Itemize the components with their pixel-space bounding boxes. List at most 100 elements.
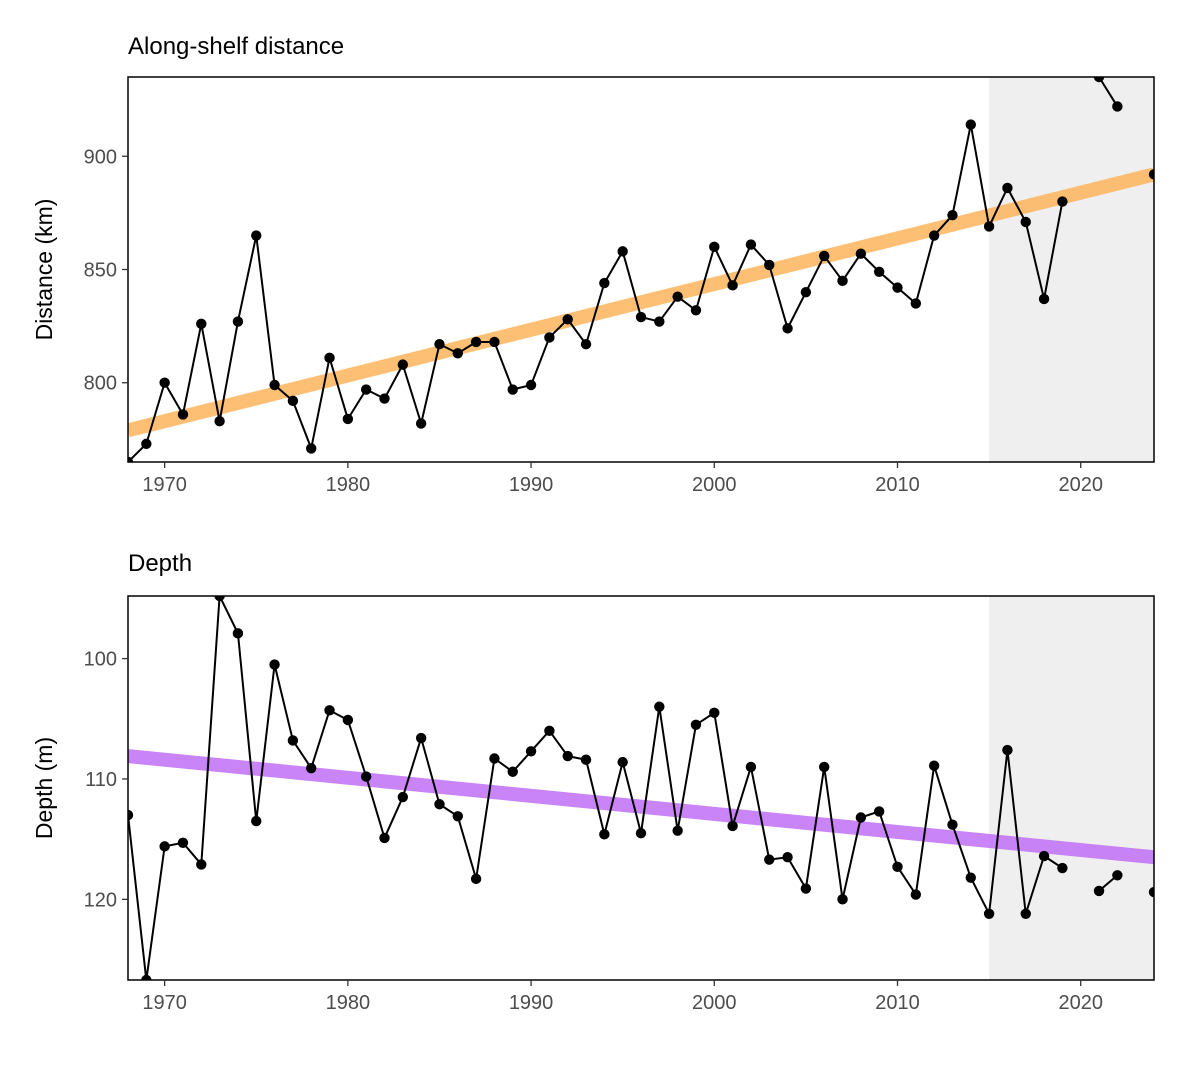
- distance-point: [379, 393, 390, 404]
- distance-point: [470, 336, 482, 348]
- depth-x-tick-label: 2010: [875, 992, 920, 1014]
- depth-point: [928, 760, 940, 771]
- distance-point: [452, 348, 463, 359]
- distance-point: [947, 209, 958, 221]
- depth-point: [452, 811, 463, 822]
- depth-point: [360, 771, 372, 782]
- depth-y-tick-label: 100: [84, 649, 117, 671]
- depth-point: [1093, 885, 1105, 897]
- depth-point: [342, 714, 354, 726]
- distance-point: [764, 259, 775, 271]
- depth-x-tick-label: 1990: [509, 992, 554, 1014]
- distance-point: [525, 379, 537, 391]
- depth-y-axis-label: Depth (m): [31, 737, 57, 839]
- depth-point: [232, 628, 244, 639]
- distance-point: [837, 275, 848, 287]
- distance-point: [910, 298, 922, 309]
- distance-point: [128, 456, 134, 462]
- depth-point: [397, 791, 409, 803]
- depth-point: [324, 705, 335, 716]
- distance-point: [489, 336, 500, 348]
- distance-point: [672, 291, 683, 302]
- distance-point: [196, 318, 207, 330]
- depth-point: [727, 820, 738, 832]
- distance-y-tick-label: 900: [84, 146, 117, 168]
- depth-point: [525, 746, 537, 757]
- depth-point: [379, 832, 390, 844]
- distance-point: [599, 277, 610, 289]
- depth-point: [269, 659, 280, 670]
- depth-point: [159, 841, 170, 852]
- depth-x-tick-label: 1980: [326, 992, 371, 1014]
- depth-x-tick-label: 1970: [142, 992, 187, 1014]
- depth-point: [635, 827, 647, 839]
- distance-point: [287, 395, 299, 407]
- depth-point: [764, 854, 775, 865]
- depth-point: [507, 766, 518, 777]
- distance-point: [928, 230, 940, 241]
- depth-point: [873, 806, 885, 817]
- depth-point: [1148, 886, 1154, 898]
- distance-x-tick-label: 2020: [1058, 474, 1103, 496]
- depth-point: [287, 735, 299, 746]
- distance-point: [507, 384, 518, 395]
- distance-x-tick-label: 1990: [509, 474, 554, 496]
- depth-point: [141, 974, 152, 980]
- depth-x-tick-label: 2000: [692, 992, 737, 1014]
- distance-point: [1038, 293, 1050, 305]
- distance-point: [324, 352, 335, 364]
- depth-point: [855, 812, 867, 823]
- depth-point: [1112, 870, 1123, 881]
- distance-point: [544, 332, 555, 343]
- distance-point: [342, 413, 354, 425]
- depth-point: [177, 837, 189, 848]
- depth-point: [800, 883, 812, 894]
- distance-point: [397, 359, 409, 370]
- distance-point: [251, 230, 262, 241]
- depth-point: [709, 707, 720, 718]
- depth-point: [947, 819, 958, 830]
- distance-point: [800, 286, 812, 298]
- depth-point: [892, 861, 903, 873]
- depth-point: [745, 761, 757, 773]
- distance-point: [232, 316, 244, 327]
- depth-y-tick-label: 110: [85, 769, 117, 791]
- depth-point: [196, 859, 207, 870]
- distance-y-axis-label: Distance (km): [31, 199, 57, 341]
- depth-point: [910, 889, 922, 900]
- distance-point: [177, 409, 189, 420]
- distance-point: [1093, 77, 1105, 83]
- distance-point: [709, 241, 720, 253]
- distance-point: [965, 119, 976, 130]
- distance-point: [873, 266, 885, 277]
- distance-point: [141, 438, 152, 450]
- distance-point: [306, 443, 317, 454]
- depth-y-tick-label: 120: [84, 889, 117, 911]
- distance-point: [983, 221, 995, 232]
- depth-x-tick-label: 2020: [1058, 992, 1103, 1014]
- distance-point: [580, 339, 592, 350]
- distance-x-tick-label: 1970: [142, 474, 187, 496]
- distance-panel: 1970 1980 1990 2000 2010 2020 800 850 900 Along-s…: [31, 33, 1155, 496]
- depth-point: [819, 761, 830, 773]
- depth-point: [1002, 744, 1013, 756]
- distance-point: [1112, 101, 1123, 112]
- distance-point: [855, 248, 867, 259]
- distance-trend-line: [128, 167, 1154, 438]
- depth-point: [837, 894, 848, 905]
- depth-point: [672, 825, 683, 836]
- distance-point: [159, 377, 170, 388]
- distance-point: [1057, 196, 1068, 207]
- distance-y-tick-label: 850: [84, 260, 117, 282]
- depth-point: [983, 908, 995, 919]
- depth-point: [690, 719, 702, 731]
- depth-point: [1020, 908, 1031, 919]
- depth-point: [544, 725, 555, 737]
- depth-point: [965, 872, 976, 883]
- depth-panel-title: Depth: [128, 550, 192, 577]
- distance-point: [745, 239, 757, 250]
- distance-point: [1148, 169, 1154, 180]
- depth-plot-background: [128, 596, 1154, 980]
- distance-point: [562, 314, 573, 325]
